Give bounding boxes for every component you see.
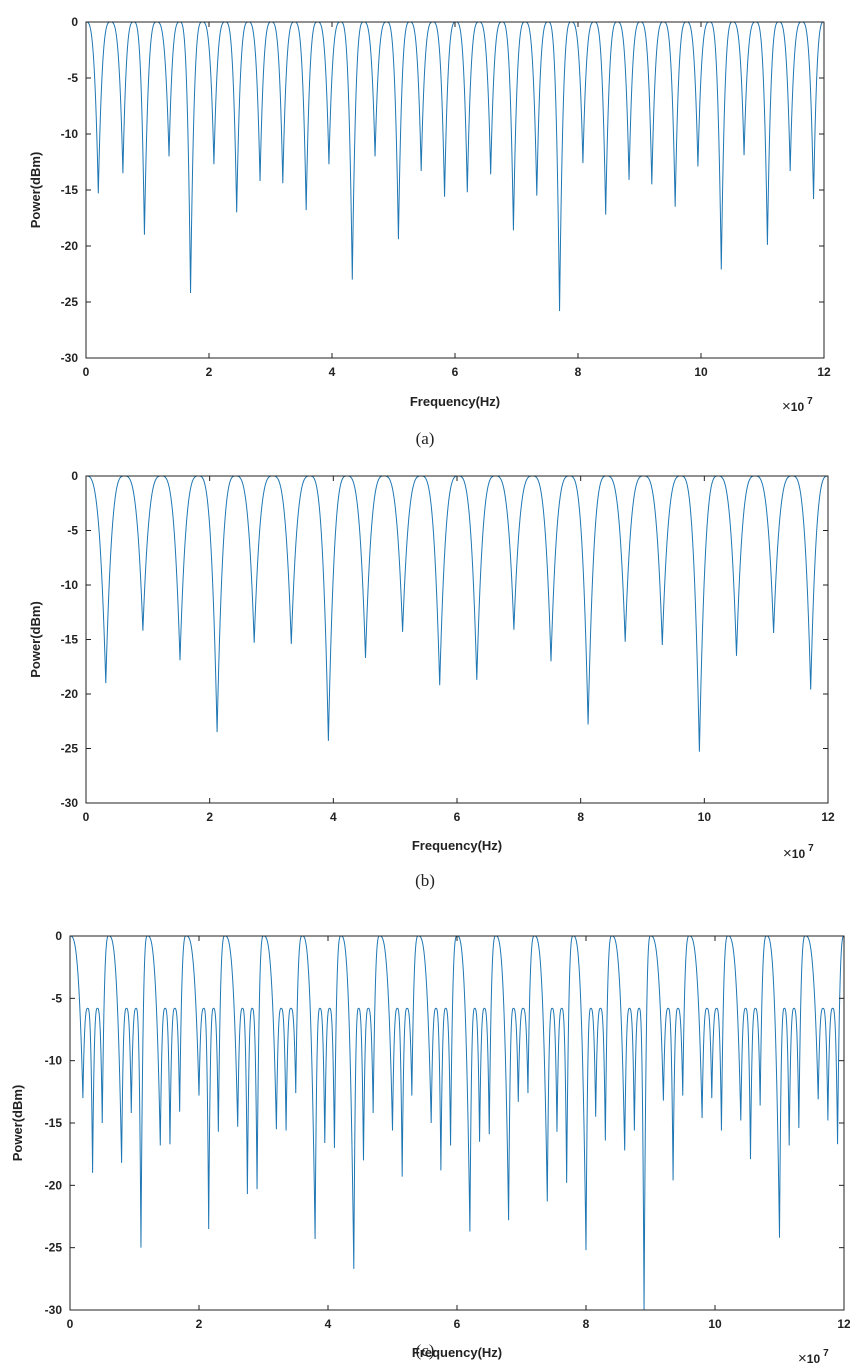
y-tick-label: -15 — [61, 183, 79, 197]
figure-caption-c: (c) — [416, 1341, 435, 1360]
x-tick-label: 2 — [196, 1317, 203, 1331]
x-tick-label: 8 — [583, 1317, 590, 1331]
y-tick-label: -20 — [45, 1178, 63, 1192]
y-tick-label: -30 — [45, 1303, 63, 1317]
y-tick-label: -25 — [61, 295, 79, 309]
x-tick-label: 4 — [329, 365, 336, 379]
series-line-b — [86, 475, 828, 752]
x-axis-label: Frequency(Hz) — [412, 1345, 502, 1360]
x-tick-label: 10 — [708, 1317, 722, 1331]
y-tick-label: 0 — [71, 15, 78, 29]
y-tick-label: -15 — [45, 1116, 63, 1130]
y-tick-label: -10 — [45, 1054, 63, 1068]
y-tick-label: -25 — [45, 1241, 63, 1255]
y-axis-label: Power(dBm) — [28, 152, 43, 229]
x-tick-label: 8 — [575, 365, 582, 379]
y-tick-label: -25 — [61, 742, 79, 756]
x-tick-label: 10 — [698, 810, 712, 824]
x-tick-label: 6 — [452, 365, 459, 379]
series-line-c — [70, 935, 844, 1310]
x-tick-label: 2 — [206, 810, 213, 824]
figure-caption-a: (a) — [416, 429, 435, 448]
x-tick-label: 8 — [577, 810, 584, 824]
y-tick-label: -5 — [67, 71, 78, 85]
plot-area-b — [86, 475, 828, 752]
y-tick-label: -5 — [51, 991, 62, 1005]
x-tick-label: 2 — [206, 365, 213, 379]
chart-b: 0 2 4 6 8 10 12 0 -5 -10 -15 -20 -25 -30 Frequency(Hz)… — [28, 469, 835, 890]
y-tick-label: -10 — [61, 578, 79, 592]
x-tick-label: 6 — [454, 810, 461, 824]
plot-area-a — [86, 21, 824, 311]
y-axis-label: Power(dBm) — [28, 601, 43, 678]
y-tick-label: -30 — [61, 796, 79, 810]
y-tick-label: -15 — [61, 633, 79, 647]
y-tick-label: -10 — [61, 127, 79, 141]
figure-caption-b: (b) — [415, 871, 435, 890]
series-line-a — [86, 21, 824, 311]
x-tick-label: 4 — [330, 810, 337, 824]
x-tick-label: 0 — [83, 810, 90, 824]
chart-a: 0 2 4 6 8 10 12 0 -5 -10 -15 -20 -25 -30 Frequency(Hz)… — [28, 15, 831, 448]
x-tick-label: 12 — [837, 1317, 850, 1331]
x-axis-exponent: ×10 7 — [783, 843, 814, 862]
axes-frame-a — [85, 21, 825, 359]
axes-frame-b — [85, 475, 829, 804]
x-axis-label: Frequency(Hz) — [412, 838, 502, 853]
x-tick-label: 0 — [67, 1317, 74, 1331]
y-tick-label: 0 — [55, 929, 62, 943]
x-tick-label: 12 — [817, 365, 831, 379]
y-tick-label: -30 — [61, 351, 79, 365]
x-tick-label: 6 — [454, 1317, 461, 1331]
x-tick-label: 10 — [694, 365, 708, 379]
axes-frame-c — [69, 935, 845, 1311]
y-axis-label: Power(dBm) — [10, 1085, 25, 1162]
plot-area-c — [70, 935, 844, 1310]
y-tick-label: -5 — [67, 524, 78, 538]
y-tick-label: 0 — [71, 469, 78, 483]
y-tick-label: -20 — [61, 239, 79, 253]
x-tick-label: 0 — [83, 365, 90, 379]
x-tick-label: 12 — [821, 810, 835, 824]
x-axis-exponent: ×10 7 — [798, 1348, 829, 1367]
x-tick-label: 4 — [325, 1317, 332, 1331]
x-axis-label: Frequency(Hz) — [410, 394, 500, 409]
y-tick-label: -20 — [61, 687, 79, 701]
chart-c: 0 2 4 6 8 10 12 0 -5 -10 -15 -20 -25 -30 Frequency(Hz)… — [10, 929, 850, 1367]
x-axis-exponent: ×10 7 — [782, 396, 813, 415]
